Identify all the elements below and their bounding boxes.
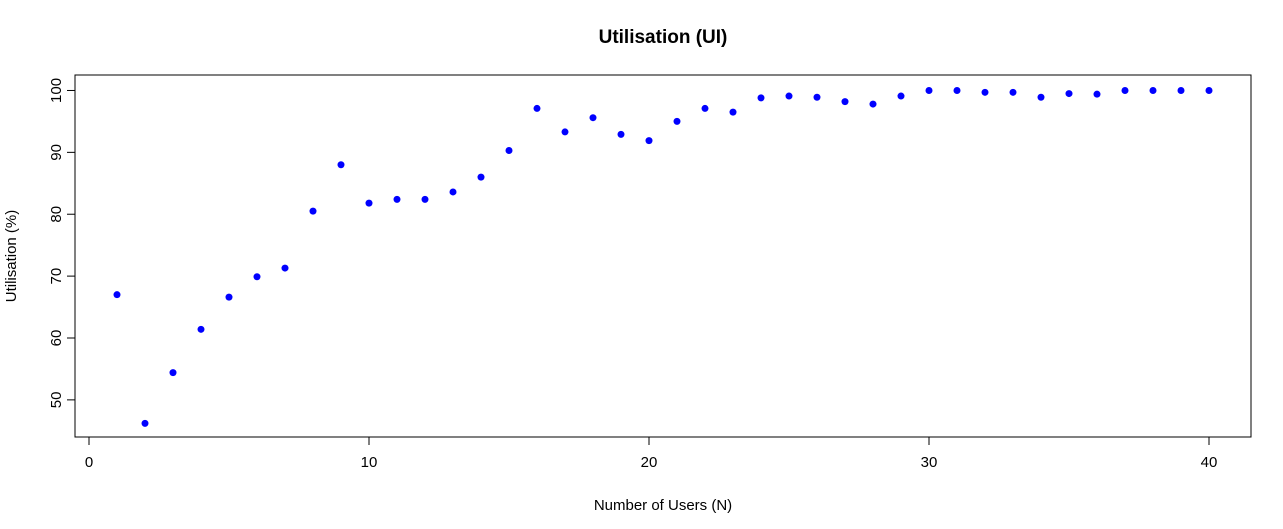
data-point <box>841 98 849 106</box>
data-point <box>981 88 989 96</box>
data-point <box>757 94 765 102</box>
y-axis: 50 60 70 80 90 100 <box>48 78 76 409</box>
y-tick-label: 50 <box>48 392 65 409</box>
y-tick-label: 100 <box>48 78 65 103</box>
data-point <box>1149 86 1157 94</box>
data-point <box>225 293 233 301</box>
data-point <box>1205 86 1213 94</box>
y-tick-label: 90 <box>48 144 65 161</box>
data-point <box>925 86 933 94</box>
x-axis: 0 10 20 30 40 <box>85 436 1218 471</box>
data-point <box>813 93 821 101</box>
data-point <box>1177 86 1185 94</box>
data-point <box>673 117 681 125</box>
data-point <box>729 108 737 116</box>
data-point <box>897 92 905 100</box>
x-tick-label: 0 <box>85 454 93 471</box>
data-point <box>309 207 317 215</box>
data-point <box>645 137 653 145</box>
data-point <box>1065 90 1073 98</box>
data-point <box>869 100 877 108</box>
data-point <box>785 92 793 100</box>
data-point <box>505 146 513 154</box>
data-point <box>1121 86 1129 94</box>
y-tick-label: 60 <box>48 330 65 347</box>
data-point <box>337 161 345 169</box>
data-point <box>617 130 625 138</box>
data-point <box>561 128 569 136</box>
data-point <box>533 104 541 112</box>
data-point <box>1009 88 1017 96</box>
data-point <box>1037 93 1045 101</box>
plot-frame <box>74 74 1252 438</box>
data-point <box>953 86 961 94</box>
data-points <box>113 86 1213 427</box>
x-tick-label: 40 <box>1201 454 1218 471</box>
x-tick-label: 10 <box>361 454 378 471</box>
data-point <box>701 104 709 112</box>
y-axis-label: Utilisation (%) <box>3 210 20 303</box>
data-point <box>393 195 401 203</box>
data-point <box>477 173 485 181</box>
y-tick-label: 80 <box>48 206 65 223</box>
x-tick-label: 30 <box>921 454 938 471</box>
chart-title: Utilisation (UI) <box>599 27 728 48</box>
data-point <box>421 195 429 203</box>
data-point <box>253 273 261 281</box>
data-point <box>113 291 121 299</box>
data-point <box>365 199 373 207</box>
data-point <box>281 264 289 272</box>
y-tick-label: 70 <box>48 268 65 285</box>
data-point <box>1093 90 1101 98</box>
x-axis-label: Number of Users (N) <box>594 497 732 514</box>
data-point <box>589 114 597 122</box>
data-point <box>141 419 149 427</box>
data-point <box>197 325 205 333</box>
x-tick-label: 20 <box>641 454 658 471</box>
data-point <box>449 188 457 196</box>
data-point <box>169 369 177 377</box>
